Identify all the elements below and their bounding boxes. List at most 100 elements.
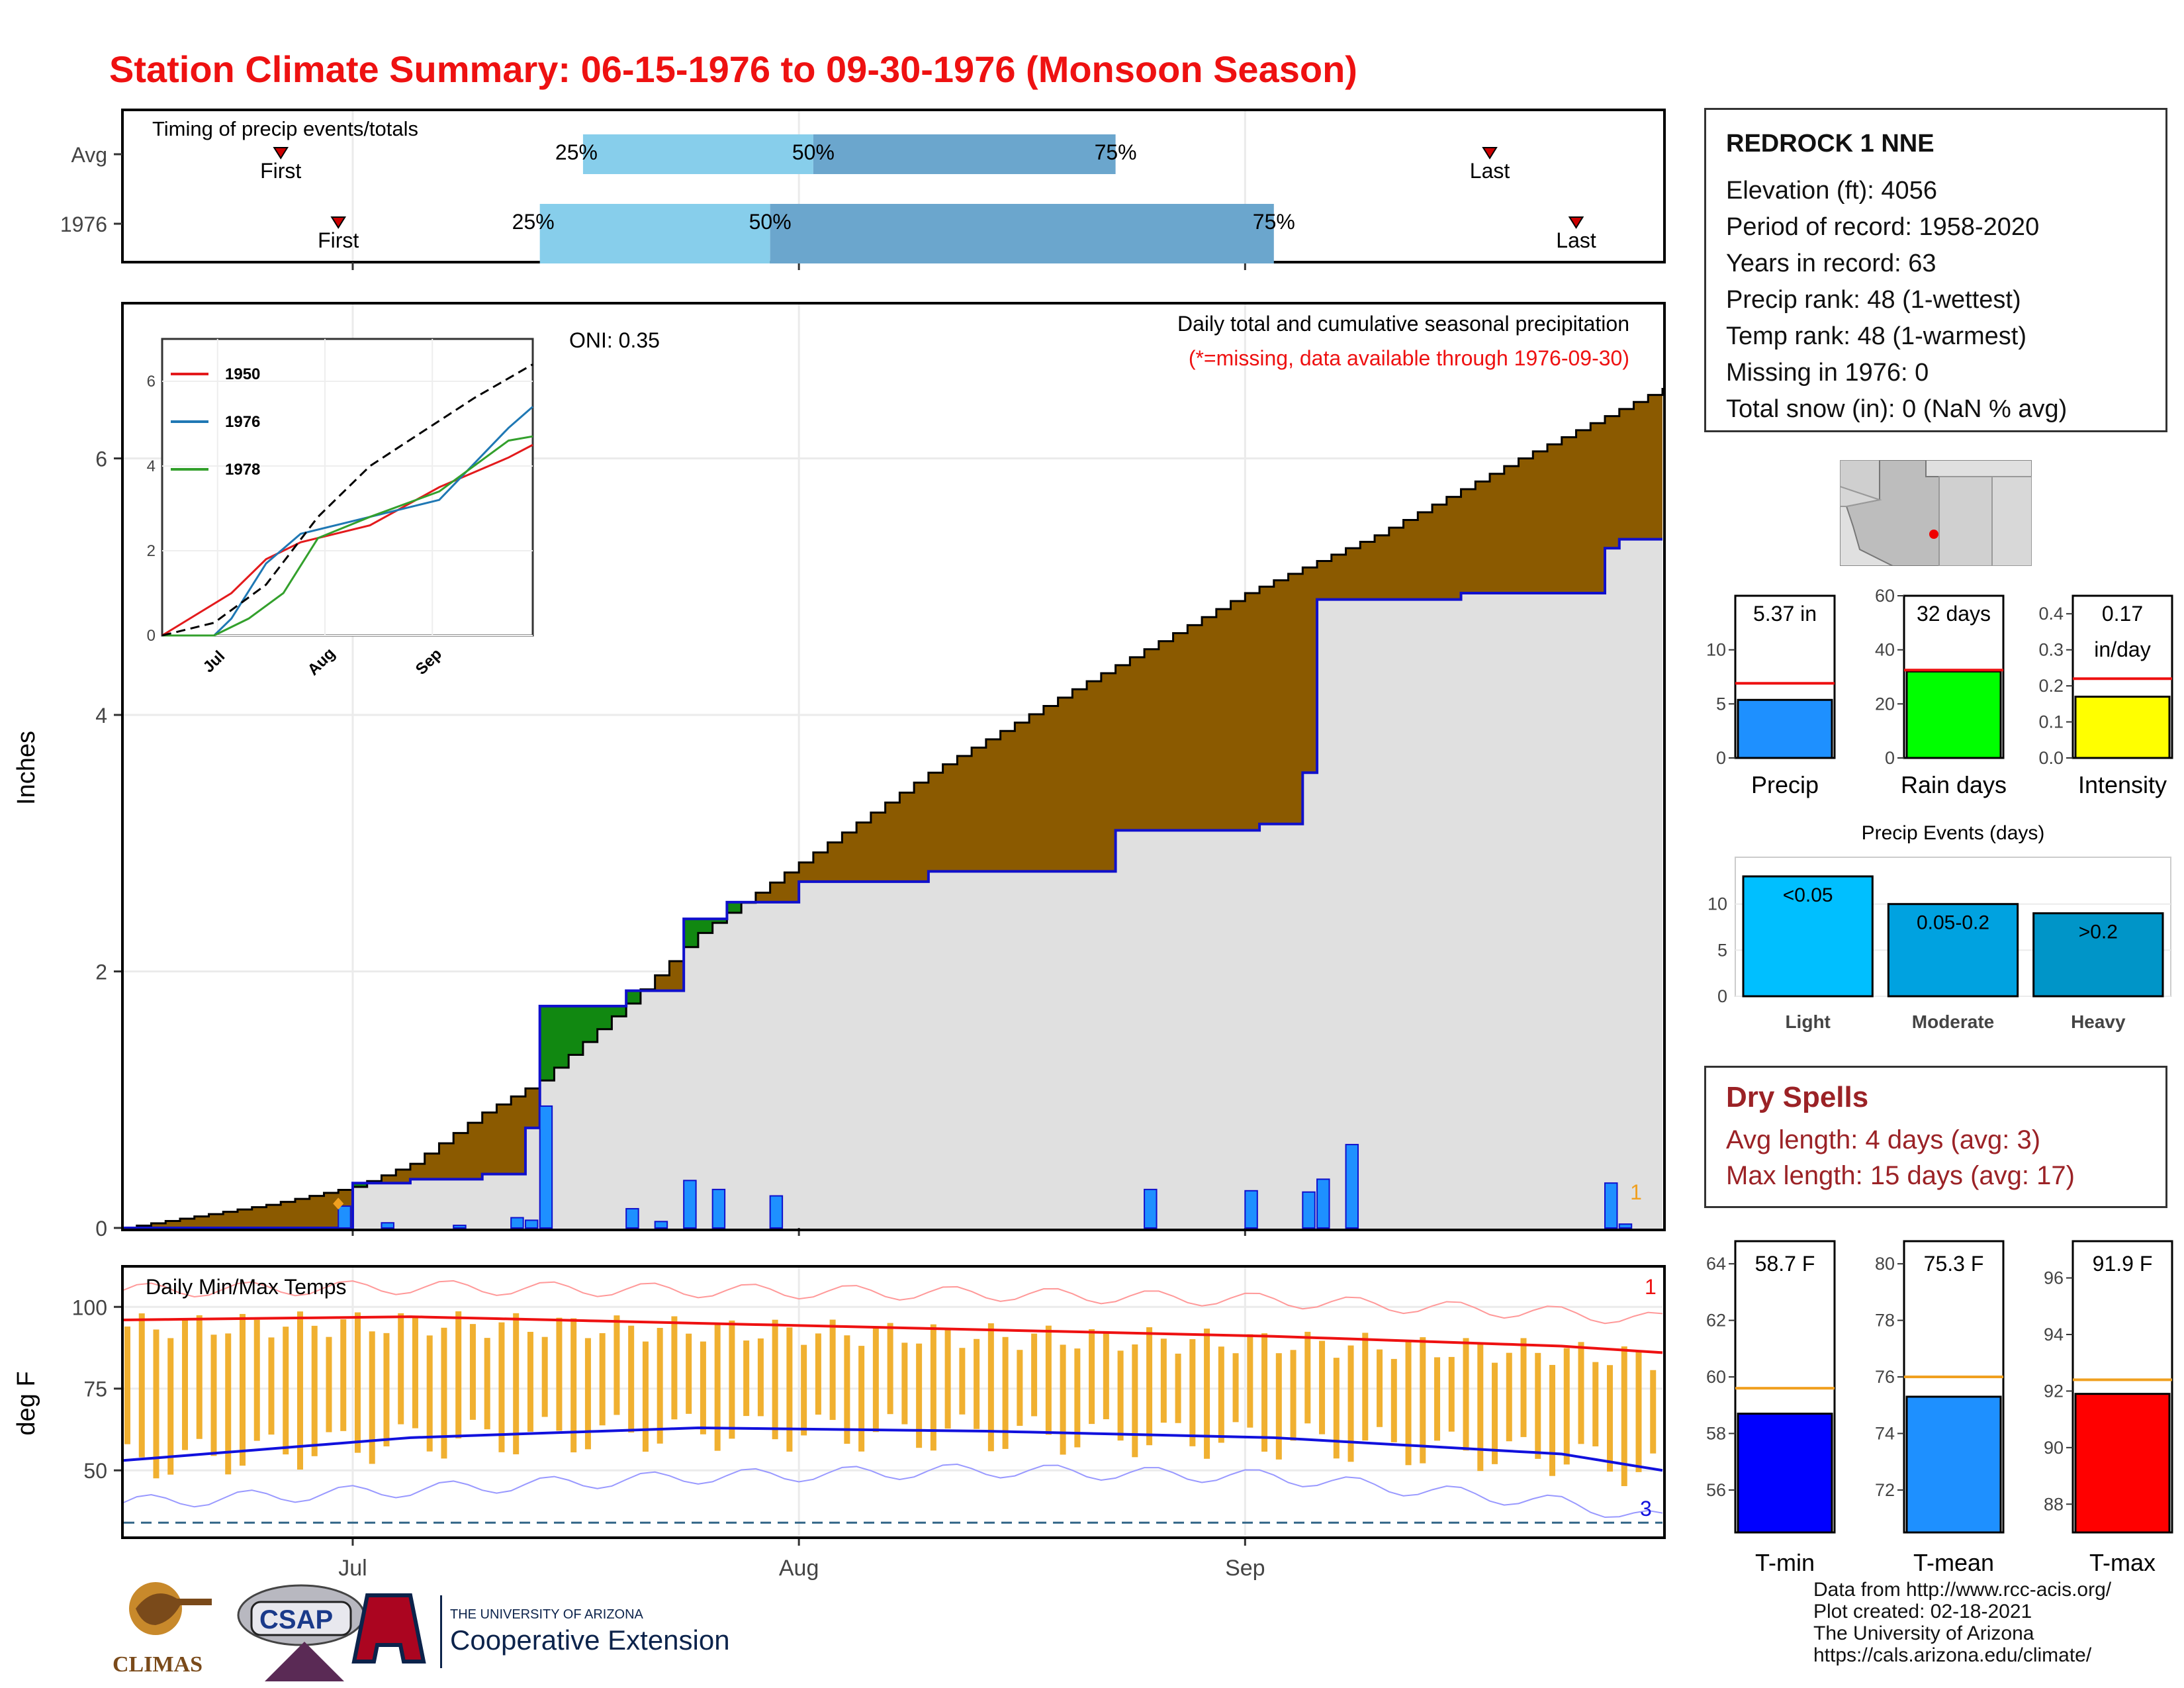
main-subtitle: Daily total and cumulative seasonal prec…	[1177, 312, 1629, 336]
main-ylabel: Inches	[13, 731, 40, 805]
temp-daily-bar	[858, 1346, 865, 1452]
precip-deficit-area	[122, 395, 1662, 1228]
summary-label: Rain days	[1901, 771, 2007, 798]
temp-min-rank: 3	[1640, 1497, 1652, 1521]
temp-daily-bar	[1463, 1338, 1469, 1451]
temp-ytick-label: 75	[83, 1378, 107, 1401]
precip-chart: 0 2 4 6 Daily total and cumulative seasonal …	[13, 302, 1666, 1241]
tsum-ytick-label: 60	[1706, 1367, 1726, 1387]
tsum-ytick-label: 94	[2044, 1325, 2064, 1344]
timing-row-label: Avg	[71, 143, 107, 167]
temp-daily-bar	[887, 1323, 893, 1415]
tsum-ytick-label: 64	[1706, 1254, 1726, 1274]
timing-first-marker	[330, 216, 347, 229]
oni-label: ONI: 0.35	[569, 328, 660, 352]
main-frame	[121, 302, 1666, 1231]
temp-daily-bar	[628, 1325, 635, 1433]
temp-daily-bar	[181, 1319, 188, 1450]
timing-p75-label: 75%	[1253, 210, 1295, 234]
summary-ytick-label: 0.0	[2038, 748, 2064, 768]
temp-daily-bar	[757, 1338, 764, 1417]
station-info-box: REDROCK 1 NNE Elevation (ft): 4056 Perio…	[1704, 108, 2167, 432]
dry-spells-avg: Avg length: 4 days (avg: 3)	[1726, 1125, 2041, 1154]
tsum-ytick-label: 56	[1706, 1480, 1726, 1500]
station-period: Period of record: 1958-2020	[1726, 213, 2040, 241]
temp-avg-min-line	[122, 1427, 1663, 1472]
temp-daily-bar	[1261, 1333, 1268, 1452]
tsum-ytick-label: 62	[1706, 1311, 1726, 1331]
temp-daily-bar	[283, 1327, 289, 1455]
daily-precip-bar	[1144, 1188, 1158, 1229]
temp-daily-bar	[1232, 1353, 1239, 1423]
temp-daily-bar	[614, 1315, 620, 1415]
daily-precip-bar	[1302, 1191, 1316, 1229]
temp-daily-bar	[296, 1311, 303, 1470]
inset-ytick-label: 0	[147, 627, 156, 645]
timing-last-label: Last	[1556, 228, 1596, 252]
temp-daily-bar	[729, 1320, 735, 1439]
summary-bar-Rain days	[1905, 670, 2002, 759]
daily-precip-bar	[338, 1205, 351, 1229]
timing-bar-upper	[770, 204, 1274, 263]
temp-chart: 50 75 100 Jul Aug Sep Daily Min/Max Temps 1 3 deg…	[13, 1265, 1666, 1581]
daily-precip-bar	[625, 1207, 639, 1229]
temp-daily-bar	[1074, 1348, 1081, 1448]
temp-daily-bar	[786, 1327, 793, 1452]
precip-year-line	[122, 538, 1662, 1229]
temp-daily-bar	[1477, 1344, 1484, 1472]
tsum-value: 91.9 F	[2093, 1252, 2153, 1276]
station-years: Years in record: 63	[1726, 250, 1936, 277]
temp-daily-bar	[1117, 1350, 1124, 1441]
temp-daily-bar	[1189, 1338, 1196, 1446]
tsum-ytick-label: 72	[1875, 1480, 1895, 1500]
tsum-ytick-label: 74	[1875, 1423, 1895, 1443]
daily-precip-bar	[539, 1105, 553, 1229]
station-elevation: Elevation (ft): 4056	[1726, 177, 1937, 205]
temp-daily-bar	[354, 1312, 361, 1453]
timing-first-label: First	[260, 159, 301, 183]
temp-daily-bar	[901, 1342, 908, 1425]
summary-ytick-label: 0	[1885, 748, 1895, 768]
tsum-bar-T-mean	[1905, 1395, 2002, 1534]
temp-daily-bar	[1218, 1346, 1224, 1443]
event-bar-label: >0.2	[2079, 921, 2118, 943]
temp-daily-bar	[469, 1324, 476, 1420]
tsum-ytick-label: 92	[2044, 1381, 2064, 1401]
temp-daily-bar	[959, 1348, 966, 1415]
temp-daily-bar	[829, 1319, 836, 1421]
precip-year-fill	[122, 539, 1662, 1228]
tsum-label: T-max	[2089, 1549, 2156, 1576]
temp-daily-bar	[1160, 1338, 1167, 1423]
first-event-marker	[333, 1197, 344, 1210]
temp-daily-bar	[1506, 1352, 1512, 1442]
timing-p75-label: 75%	[1095, 140, 1137, 164]
temp-daily-bar	[944, 1329, 951, 1429]
temp-daily-bar	[326, 1336, 332, 1432]
temp-daily-bar	[1578, 1342, 1584, 1444]
event-bar-Light	[1742, 875, 1874, 998]
tsum-label: T-mean	[1913, 1549, 1994, 1576]
inset-series-1950	[161, 444, 533, 637]
csap-logo: CSAP	[237, 1584, 365, 1681]
temp-daily-bar	[1563, 1348, 1570, 1465]
temp-ytick-label: 100	[72, 1295, 107, 1319]
timing-bar-lower	[582, 134, 813, 174]
temp-record-max-line	[122, 1280, 1663, 1325]
temp-daily-bar	[1492, 1362, 1498, 1464]
summary-ytick-label: 0	[1716, 748, 1726, 768]
tsum-ytick-label: 96	[2044, 1268, 2064, 1288]
temp-daily-bar	[1031, 1333, 1038, 1417]
daily-precip-bar	[769, 1195, 784, 1229]
timing-p25-label: 25%	[512, 210, 555, 234]
temp-daily-bar	[1650, 1370, 1657, 1454]
temp-daily-bar	[455, 1311, 462, 1438]
timing-p50-label: 50%	[749, 210, 792, 234]
temp-daily-bar	[383, 1333, 390, 1447]
temp-ylabel: deg F	[13, 1371, 40, 1435]
event-bar-Heavy	[2032, 912, 2164, 998]
station-missing: Missing in 1976: 0	[1726, 359, 1929, 387]
summary-ytick-label: 0.2	[2038, 676, 2064, 696]
temp-daily-bar	[268, 1337, 275, 1435]
temp-daily-bar	[239, 1313, 246, 1466]
ua-logo: THE UNIVERSITY OF ARIZONA Cooperative Ex…	[351, 1593, 730, 1668]
